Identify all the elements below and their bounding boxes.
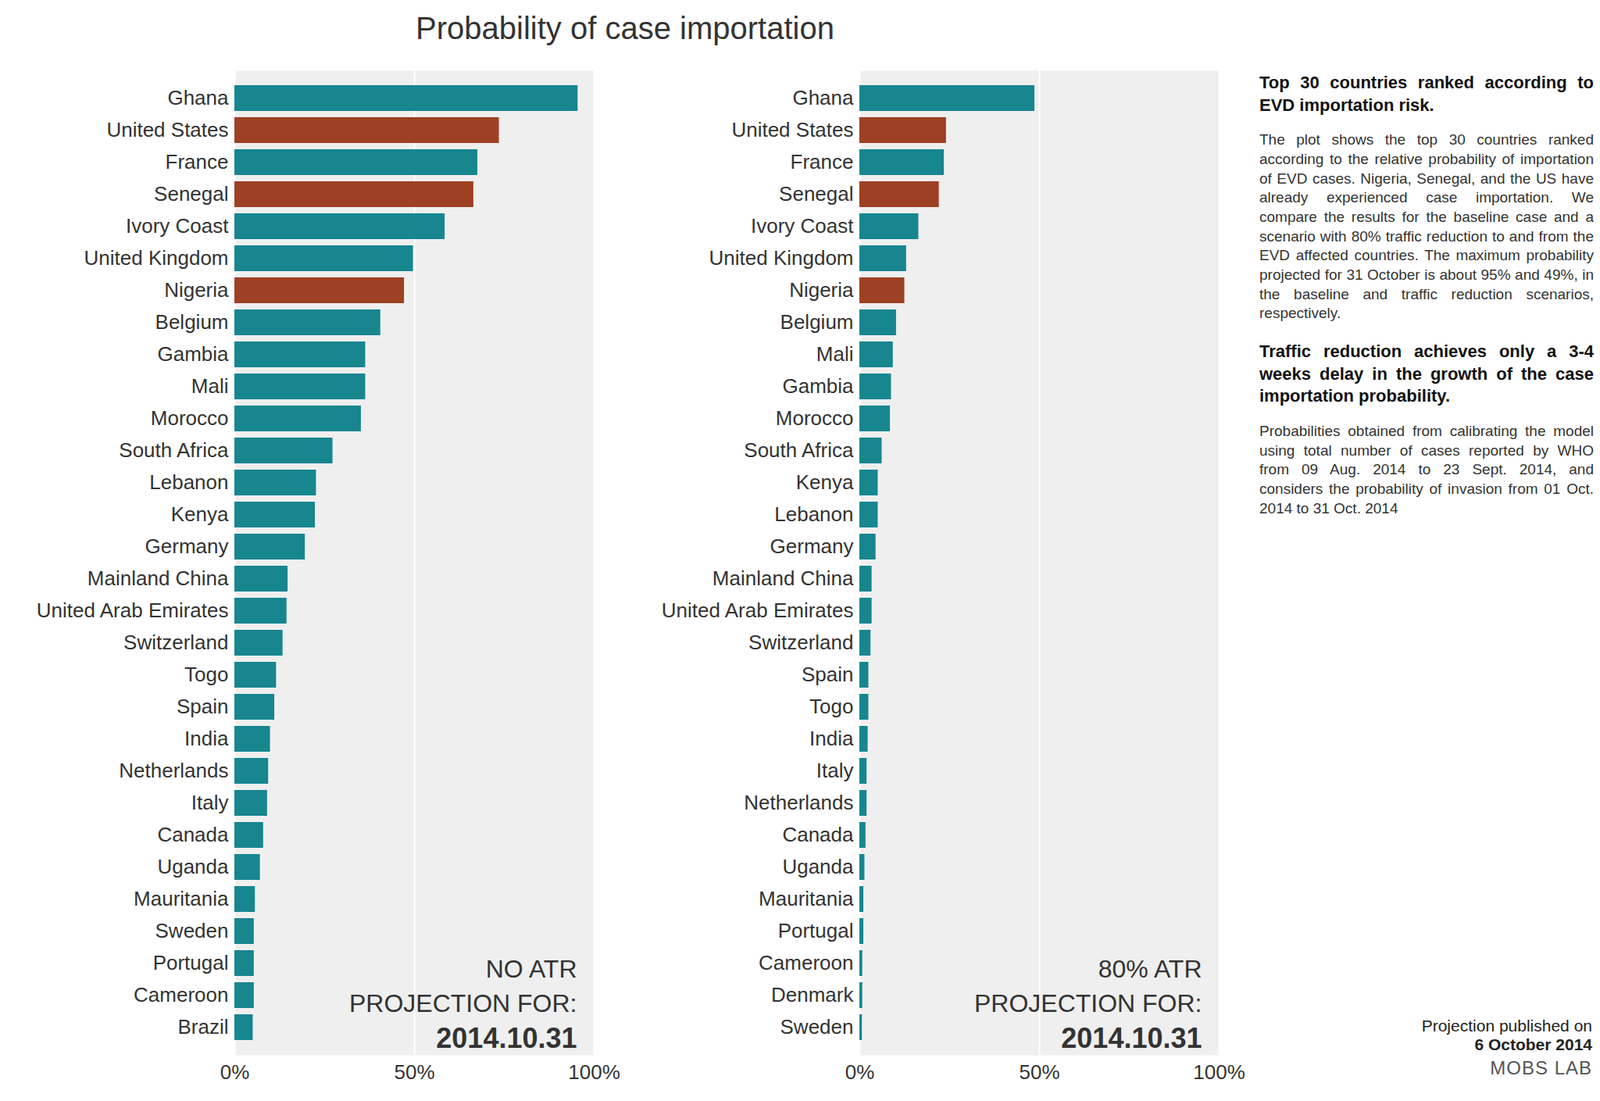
svg-text:South Africa: South Africa xyxy=(743,438,854,462)
svg-text:Uganda: Uganda xyxy=(782,854,854,879)
svg-text:PROJECTION FOR:: PROJECTION FOR: xyxy=(349,989,578,1018)
svg-text:South Africa: South Africa xyxy=(118,438,229,462)
svg-text:Lebanon: Lebanon xyxy=(149,470,229,494)
html-text:Traffic reduction achieves onl: Traffic reduction achieves only a 3-4 we… xyxy=(1259,341,1594,406)
svg-text:Spain: Spain xyxy=(801,662,854,686)
html-text:Probabilities obtained from ca: Probabilities obtained from calibrating … xyxy=(1259,422,1594,517)
svg-text:2014.10.31: 2014.10.31 xyxy=(1060,1021,1202,1054)
svg-text:Switzerland: Switzerland xyxy=(748,630,854,654)
svg-text:Canada: Canada xyxy=(782,822,854,847)
svg-text:India: India xyxy=(184,726,229,750)
html-text:Projection published on: Projection published on xyxy=(1421,1016,1593,1035)
html-text:Probability of case importatio: Probability of case importation xyxy=(415,10,835,46)
svg-text:Belgium: Belgium xyxy=(780,310,854,334)
svg-text:100%: 100% xyxy=(567,1060,621,1084)
svg-text:Morocco: Morocco xyxy=(775,406,854,430)
svg-text:Germany: Germany xyxy=(770,534,854,558)
svg-text:United States: United States xyxy=(731,117,854,142)
svg-text:Italy: Italy xyxy=(816,758,854,783)
svg-text:Mauritania: Mauritania xyxy=(758,886,854,911)
svg-text:Switzerland: Switzerland xyxy=(123,630,229,654)
svg-text:2014.10.31: 2014.10.31 xyxy=(435,1021,577,1054)
svg-text:Portugal: Portugal xyxy=(778,918,854,943)
svg-text:Sweden: Sweden xyxy=(780,1014,854,1039)
svg-text:Senegal: Senegal xyxy=(153,182,229,206)
svg-text:Ivory Coast: Ivory Coast xyxy=(125,214,229,238)
svg-text:Italy: Italy xyxy=(191,790,229,815)
svg-text:0%: 0% xyxy=(220,1060,250,1084)
svg-text:NO ATR: NO ATR xyxy=(485,954,578,983)
svg-text:Canada: Canada xyxy=(157,822,229,847)
svg-text:India: India xyxy=(809,726,854,750)
svg-text:United Kingdom: United Kingdom xyxy=(709,246,854,270)
svg-text:Sweden: Sweden xyxy=(155,918,229,943)
svg-text:United Arab Emirates: United Arab Emirates xyxy=(661,598,854,622)
svg-text:Ghana: Ghana xyxy=(167,85,229,110)
svg-text:Gambia: Gambia xyxy=(782,374,854,398)
svg-text:Cameroon: Cameroon xyxy=(758,950,854,975)
html-text:6 October 2014: 6 October 2014 xyxy=(1474,1035,1593,1054)
svg-text:Brazil: Brazil xyxy=(177,1014,229,1039)
html-text:MOBS LAB: MOBS LAB xyxy=(1490,1057,1593,1079)
svg-text:Togo: Togo xyxy=(809,694,854,718)
svg-text:Mainland China: Mainland China xyxy=(712,566,854,590)
svg-text:Mali: Mali xyxy=(191,374,229,398)
svg-text:Togo: Togo xyxy=(184,662,229,686)
svg-text:Denmark: Denmark xyxy=(771,982,854,1007)
svg-text:Mali: Mali xyxy=(816,342,854,366)
svg-text:Ghana: Ghana xyxy=(792,85,854,110)
svg-text:PROJECTION FOR:: PROJECTION FOR: xyxy=(974,989,1203,1018)
svg-text:France: France xyxy=(790,150,854,174)
svg-text:Mainland China: Mainland China xyxy=(87,566,229,590)
svg-text:Spain: Spain xyxy=(176,694,229,718)
svg-text:Kenya: Kenya xyxy=(796,470,854,494)
svg-text:France: France xyxy=(165,150,229,174)
svg-text:Nigeria: Nigeria xyxy=(164,278,229,302)
svg-text:Morocco: Morocco xyxy=(150,406,229,430)
svg-text:Kenya: Kenya xyxy=(171,502,229,526)
svg-text:Nigeria: Nigeria xyxy=(789,278,854,302)
html-text:The plot shows the top 30 coun: The plot shows the top 30 countries rank… xyxy=(1259,131,1594,322)
svg-text:United States: United States xyxy=(106,117,229,142)
svg-text:Cameroon: Cameroon xyxy=(133,982,229,1007)
svg-text:Netherlands: Netherlands xyxy=(743,790,854,815)
svg-text:Netherlands: Netherlands xyxy=(118,758,229,783)
svg-text:80% ATR: 80% ATR xyxy=(1098,954,1203,983)
svg-text:Mauritania: Mauritania xyxy=(133,886,229,911)
svg-text:Germany: Germany xyxy=(145,534,229,558)
svg-text:0%: 0% xyxy=(845,1060,875,1084)
svg-text:Portugal: Portugal xyxy=(153,950,229,975)
svg-text:50%: 50% xyxy=(393,1060,435,1084)
svg-text:100%: 100% xyxy=(1192,1060,1246,1084)
svg-text:Gambia: Gambia xyxy=(157,342,229,366)
svg-text:50%: 50% xyxy=(1018,1060,1060,1084)
html-text:Top 30 countries ranked accord: Top 30 countries ranked according to EVD… xyxy=(1259,72,1594,115)
svg-text:Lebanon: Lebanon xyxy=(774,502,854,526)
svg-text:United Arab Emirates: United Arab Emirates xyxy=(36,598,229,622)
svg-text:United Kingdom: United Kingdom xyxy=(84,246,229,270)
svg-text:Belgium: Belgium xyxy=(155,310,229,334)
svg-text:Ivory Coast: Ivory Coast xyxy=(750,214,854,238)
svg-text:Senegal: Senegal xyxy=(778,182,854,206)
svg-text:Uganda: Uganda xyxy=(157,854,229,879)
